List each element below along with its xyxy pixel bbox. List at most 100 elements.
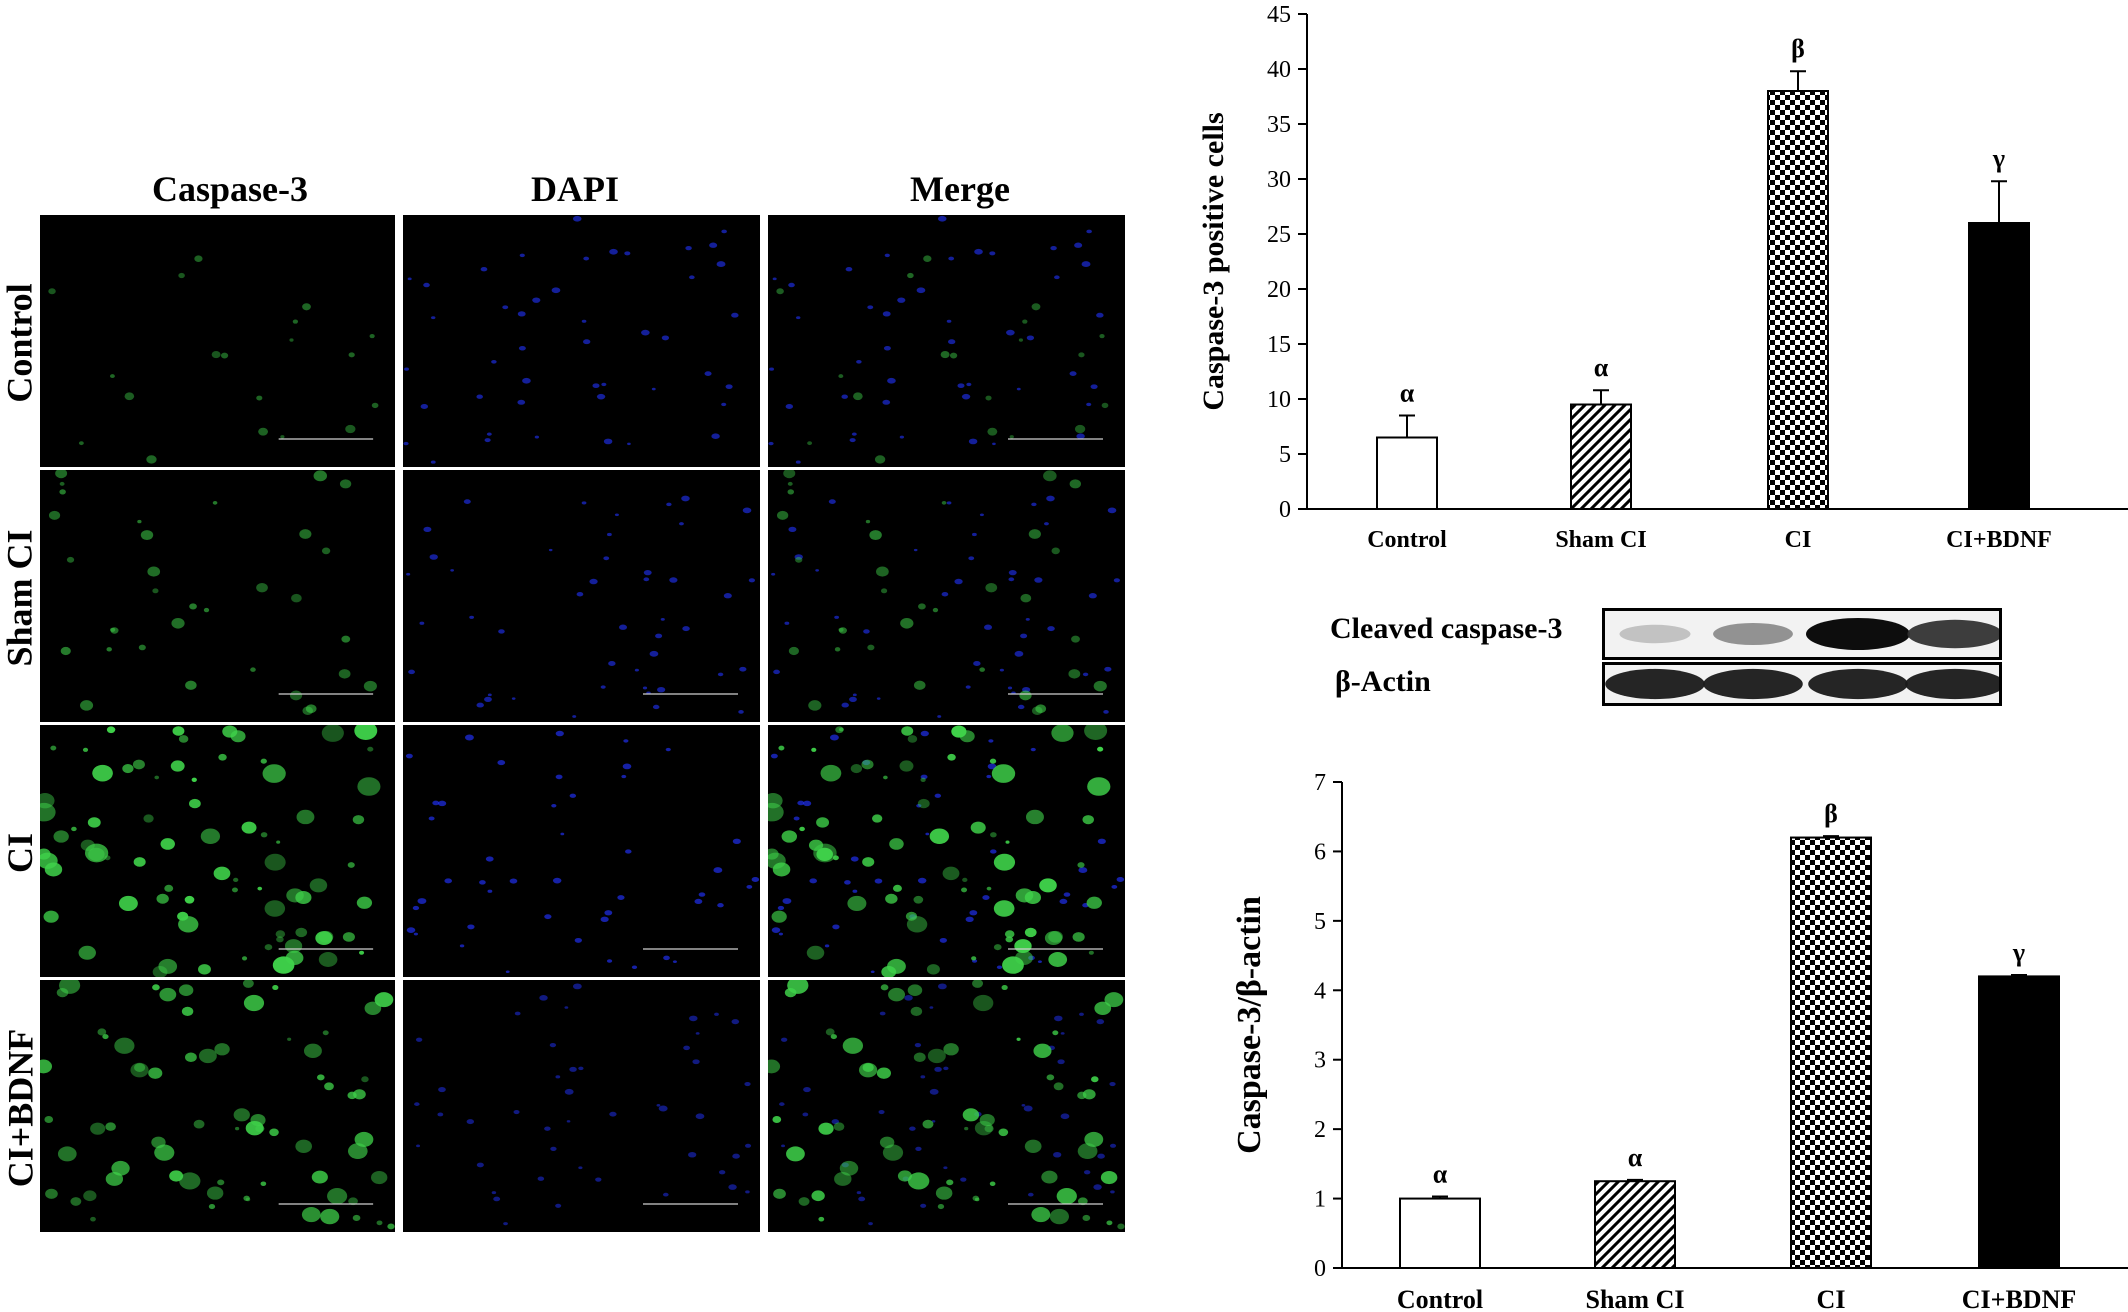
nucleus (772, 277, 777, 281)
caspase3-positive-cell (888, 987, 906, 1002)
caspase3-positive-cell (832, 855, 839, 861)
y-tick-label: 1 (1314, 1187, 1326, 1213)
caspase3-positive-cell (1024, 1139, 1042, 1153)
nucleus (769, 367, 774, 371)
caspase3-positive-cell (1033, 1043, 1052, 1059)
nucleus (408, 669, 415, 675)
nucleus (1047, 626, 1055, 632)
caspase3-positive-cell (233, 1108, 250, 1122)
caspase3-positive-cell (154, 775, 160, 780)
nucleus (606, 959, 613, 963)
nucleus (603, 438, 613, 445)
nucleus (666, 502, 672, 507)
nucleus (486, 432, 492, 436)
nucleus (544, 914, 552, 920)
nucleus (414, 1102, 420, 1106)
caspase3-positive-cell (78, 945, 96, 960)
nucleus (534, 435, 540, 439)
caspase3-positive-cell (262, 764, 286, 783)
caspase3-positive-cell (257, 886, 263, 891)
caspase3-positive-cell (339, 479, 352, 489)
caspase3-positive-cell (834, 647, 841, 652)
caspase3-positive-cell (862, 1063, 874, 1072)
nucleus (1017, 704, 1025, 710)
nucleus (614, 513, 619, 517)
nucleus (1104, 666, 1112, 672)
caspase3-positive-cell (361, 1076, 369, 1083)
caspase3-positive-cell (1004, 930, 1015, 938)
nucleus (968, 438, 978, 445)
nucleus (476, 394, 483, 399)
caspase3-positive-cell (50, 745, 57, 751)
y-tick-label: 40 (1267, 57, 1291, 83)
caspase3-positive-cell (901, 726, 914, 736)
significance-label: α (1594, 353, 1609, 382)
y-tick-label: 5 (1279, 442, 1291, 468)
caspase3-positive-cell (1025, 809, 1044, 825)
nucleus (882, 311, 891, 317)
nucleus (828, 499, 836, 504)
caspase3-positive-cell (1088, 950, 1094, 955)
caspase3-positive-cell (962, 877, 968, 882)
caspase3-positive-cell (146, 455, 157, 464)
caspase3-positive-cell (807, 441, 813, 446)
nucleus (1088, 593, 1097, 599)
nucleus (1044, 522, 1049, 526)
nucleus (695, 1113, 705, 1120)
nucleus (679, 522, 684, 526)
caspase3-positive-cell (985, 582, 998, 593)
nucleus (939, 937, 947, 943)
caspase3-positive-cell (217, 1179, 225, 1186)
micrograph-control-caspase3 (40, 215, 395, 467)
nucleus (569, 793, 577, 798)
caspase3-positive-cell (850, 764, 863, 774)
nucleus (1097, 838, 1106, 844)
nucleus (965, 916, 974, 923)
micrograph-image (40, 980, 395, 1230)
caspase3-positive-cell (964, 1126, 969, 1131)
caspase3-positive-cell (787, 980, 809, 994)
caspase3-positive-cell (243, 994, 265, 1012)
nucleus (405, 753, 413, 759)
caspase3-positive-cell (179, 1172, 201, 1190)
caspase3-positive-cell (985, 395, 992, 401)
caspase3-positive-cell (102, 1034, 109, 1040)
caspase3-positive-cell (1049, 1208, 1069, 1225)
nucleus (1076, 433, 1085, 439)
nucleus (485, 856, 494, 862)
caspase3-positive-cell (773, 1188, 786, 1199)
caspase3-positive-cell (786, 1146, 805, 1162)
nucleus (929, 1088, 939, 1095)
nucleus (581, 501, 587, 505)
nucleus (961, 393, 971, 400)
nucleus (503, 1222, 508, 1226)
nucleus (522, 377, 531, 384)
caspase3-positive-cell (970, 821, 986, 834)
caspase3-positive-cell (830, 1034, 837, 1040)
caspase3-positive-cell (1094, 1001, 1112, 1015)
y-tick-label: 20 (1267, 277, 1291, 303)
caspase3-positive-cell (771, 910, 787, 923)
nucleus (771, 572, 776, 576)
caspase3-positive-cell (880, 588, 888, 594)
caspase3-positive-cell (795, 556, 803, 563)
nucleus (732, 838, 741, 844)
nucleus (803, 1086, 811, 1093)
caspase3-positive-cell (295, 1139, 313, 1153)
nucleus (771, 927, 781, 933)
nucleus (999, 668, 1004, 672)
nucleus (845, 266, 853, 272)
caspase3-positive-cell (214, 1043, 230, 1056)
nucleus (779, 1102, 785, 1106)
caspase3-positive-cell (92, 764, 113, 782)
y-tick-label: 3 (1314, 1048, 1326, 1074)
nucleus (746, 884, 753, 889)
caspase3-positive-cell (772, 1116, 782, 1123)
nucleus (851, 432, 857, 436)
y-tick-label: 2 (1314, 1117, 1326, 1143)
caspase3-positive-cell (233, 877, 239, 882)
blot-strip-cleaved-caspase3 (1602, 608, 2002, 660)
caspase3-positive-cell (118, 895, 138, 912)
caspase3-positive-cell (71, 826, 77, 832)
nucleus (476, 1162, 484, 1168)
